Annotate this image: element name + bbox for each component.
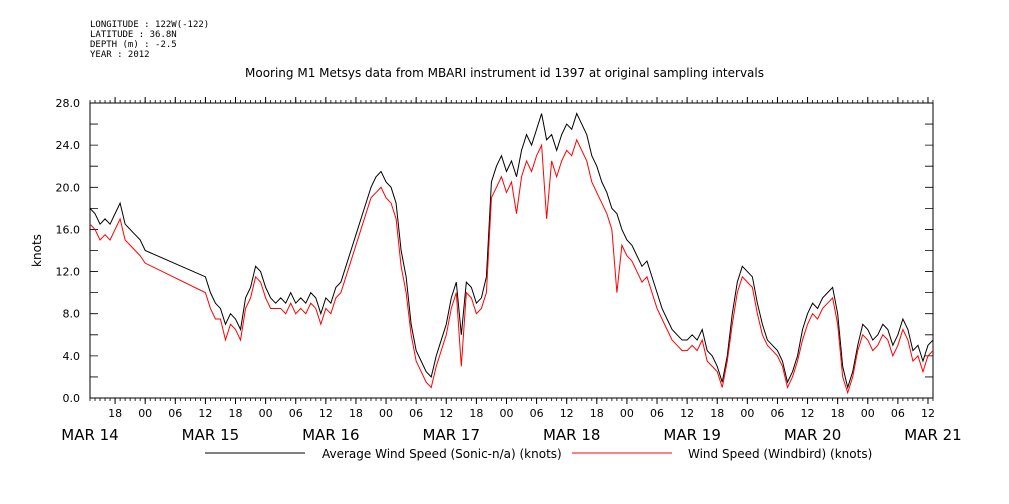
x-hour-label: 12 (921, 407, 935, 420)
x-hour-label: 00 (259, 407, 273, 420)
depth-label: DEPTH (m) : -2.5 (90, 40, 177, 50)
x-hour-label: 12 (680, 407, 694, 420)
x-hour-label: 18 (469, 407, 483, 420)
metadata-block: LONGITUDE : 122W(-122) LATITUDE : 36.8N … (90, 20, 209, 60)
x-hour-label: 00 (138, 407, 152, 420)
y-tick-label: 16.0 (56, 223, 81, 236)
x-day-label: MAR 20 (784, 426, 841, 444)
y-tick-label: 20.0 (56, 181, 81, 194)
x-hour-label: 12 (319, 407, 333, 420)
x-day-label: MAR 15 (182, 426, 239, 444)
x-hour-label: 06 (409, 407, 423, 420)
series-line-windbird (90, 138, 933, 395)
x-day-label: MAR 16 (302, 426, 359, 444)
x-hour-label: 00 (379, 407, 393, 420)
x-hour-label: 12 (560, 407, 574, 420)
y-axis-label: knots (30, 234, 44, 267)
x-hour-label: 06 (168, 407, 182, 420)
x-day-label: MAR 18 (543, 426, 600, 444)
x-hour-label: 12 (439, 407, 453, 420)
x-hour-label: 18 (710, 407, 724, 420)
x-hour-label: 00 (861, 407, 875, 420)
x-hour-label: 00 (499, 407, 513, 420)
legend-label: Average Wind Speed (Sonic-n/a) (knots) (322, 447, 562, 461)
y-tick-label: 24.0 (56, 139, 81, 152)
x-hour-label: 18 (349, 407, 363, 420)
latitude-label: LATITUDE : 36.8N (90, 30, 177, 40)
x-hour-label: 06 (289, 407, 303, 420)
y-tick-label: 8.0 (63, 308, 81, 321)
x-minor-ticks (89, 100, 934, 401)
x-hour-label: 18 (590, 407, 604, 420)
x-day-label: MAR 14 (61, 426, 118, 444)
plot-frame (89, 102, 934, 399)
y-tick-label: 0.0 (63, 392, 81, 405)
y-tick-label: 4.0 (63, 350, 81, 363)
x-hour-label: 06 (770, 407, 784, 420)
year-label: YEAR : 2012 (90, 50, 150, 60)
series-line-sonic (90, 112, 933, 390)
x-hour-label: 00 (620, 407, 634, 420)
x-hour-label: 00 (740, 407, 754, 420)
x-day-label: MAR 21 (904, 426, 961, 444)
x-hour-label: 06 (530, 407, 544, 420)
legend-label: Wind Speed (Windbird) (knots) (688, 447, 872, 461)
longitude-label: LONGITUDE : 122W(-122) (90, 20, 210, 30)
x-hour-label: 06 (891, 407, 905, 420)
y-ticks (90, 102, 933, 399)
chart-title: Mooring M1 Metsys data from MBARI instru… (245, 66, 764, 80)
x-day-label: MAR 17 (423, 426, 480, 444)
x-day-label: MAR 19 (663, 426, 720, 444)
x-hour-label: 06 (650, 407, 664, 420)
x-hour-label: 12 (801, 407, 815, 420)
x-hour-label: 12 (198, 407, 212, 420)
y-tick-label: 28.0 (56, 97, 81, 110)
y-tick-label: 12.0 (56, 266, 81, 279)
x-hour-label: 18 (108, 407, 122, 420)
x-hour-label: 18 (229, 407, 243, 420)
x-hour-label: 18 (831, 407, 845, 420)
